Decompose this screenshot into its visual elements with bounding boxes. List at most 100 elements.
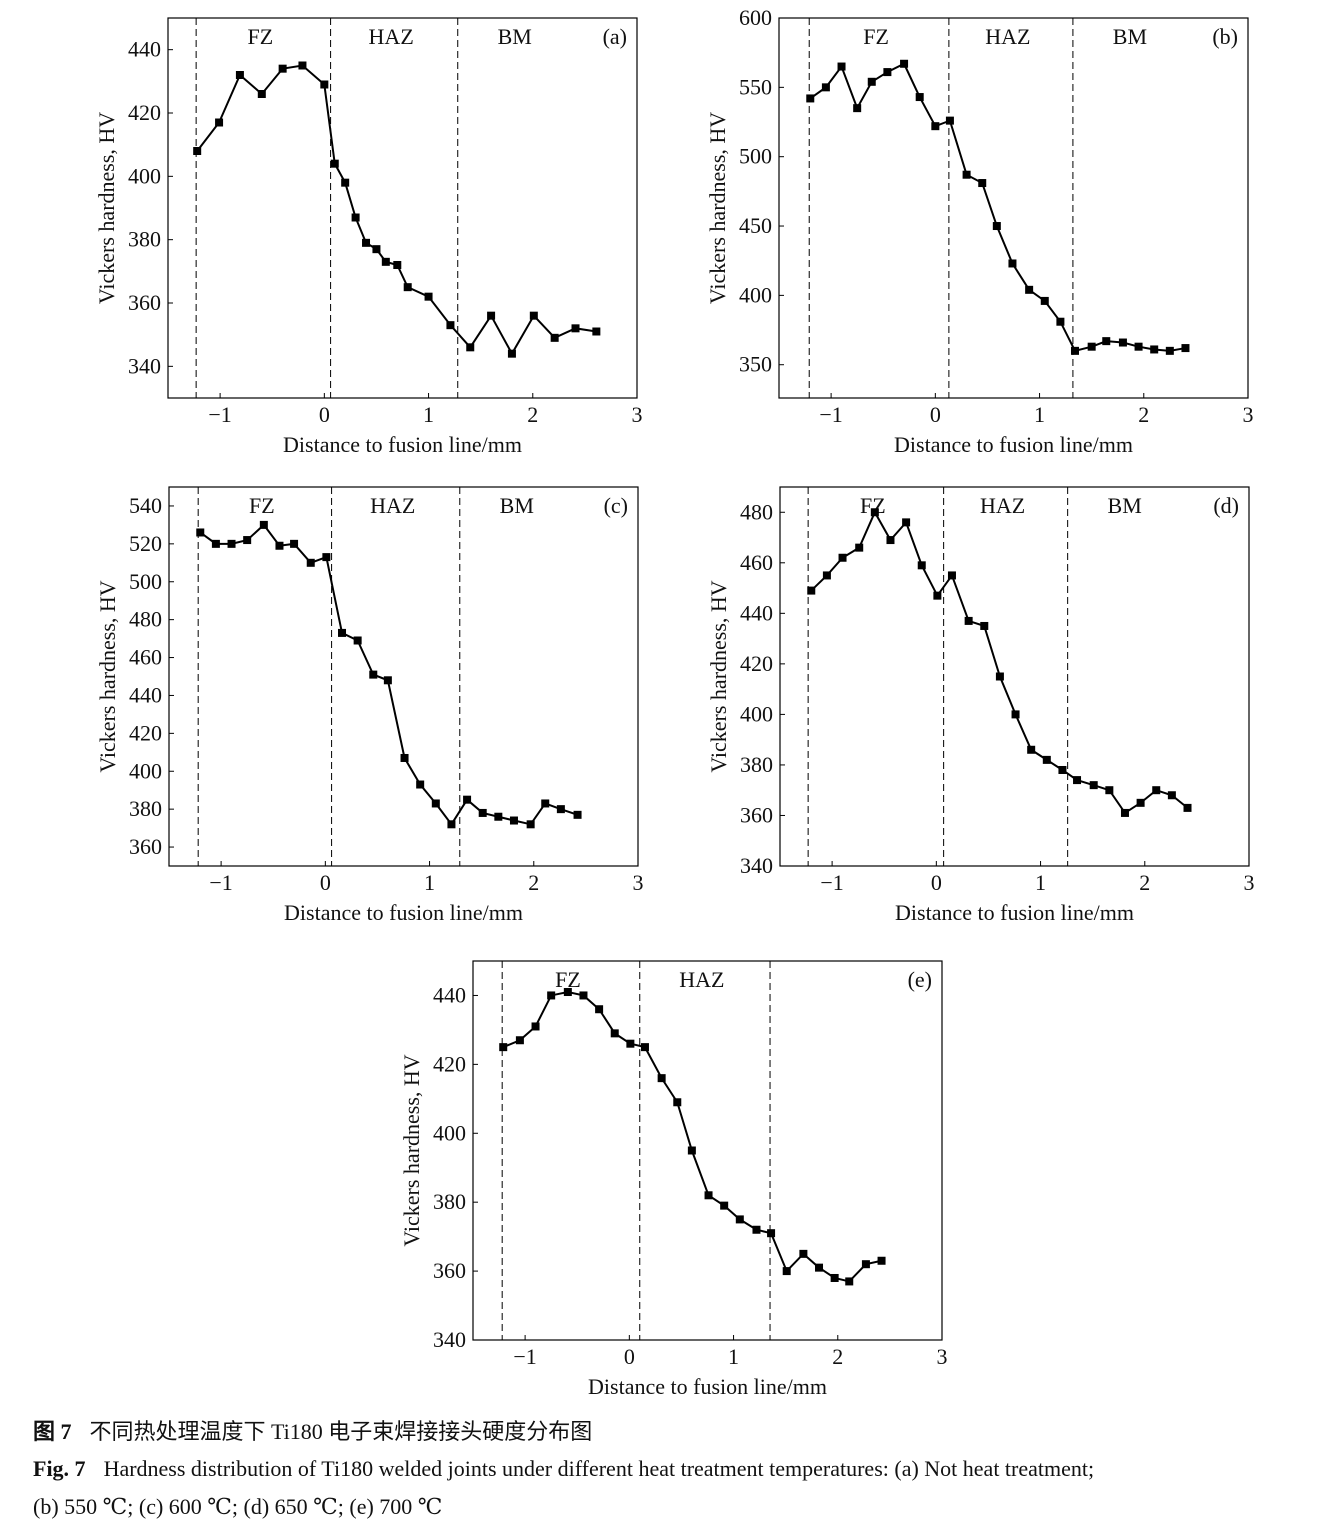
y-tick-label: 540	[129, 493, 162, 518]
y-tick-label: 400	[128, 163, 161, 188]
data-point	[1008, 259, 1017, 268]
y-tick-label: 440	[740, 600, 773, 625]
y-tick-label: 340	[128, 353, 161, 378]
zone-label-haz: HAZ	[369, 24, 414, 49]
data-point	[1183, 803, 1192, 812]
data-point	[526, 820, 535, 829]
y-tick-label: 380	[740, 752, 773, 777]
x-tick-label: 1	[423, 402, 434, 427]
x-tick-label: 0	[320, 870, 331, 895]
x-tick-label: −1	[819, 402, 842, 427]
data-point	[306, 558, 315, 567]
x-tick-label: 3	[632, 402, 643, 427]
y-axis-label: Vickers hardness, HV	[94, 112, 119, 304]
x-tick-label: 1	[424, 870, 435, 895]
data-point	[1087, 342, 1096, 351]
data-point	[507, 349, 516, 358]
data-point	[1058, 765, 1067, 774]
data-point	[845, 1277, 854, 1286]
data-point	[400, 753, 409, 762]
data-point	[372, 245, 381, 254]
data-point	[322, 553, 331, 562]
data-point	[735, 1215, 744, 1224]
y-tick-label: 420	[433, 1051, 466, 1076]
x-tick-label: 3	[937, 1344, 948, 1369]
data-point	[463, 795, 472, 804]
data-point	[579, 991, 588, 1000]
data-point	[915, 93, 924, 102]
y-tick-label: 500	[129, 569, 162, 594]
y-tick-label: 380	[433, 1189, 466, 1214]
data-point	[822, 571, 831, 580]
data-point	[1040, 296, 1049, 305]
y-tick-label: 380	[129, 796, 162, 821]
hardness-line	[502, 990, 882, 1283]
chart-panel-e: −1 0 1 2 3 340 360 380 400 420 440 Distance to fusi…	[399, 960, 948, 1399]
y-axis-label: Vickers hardness, HV	[705, 112, 730, 304]
x-axis-label: Distance to fusion line/mm	[894, 432, 1133, 457]
data-point	[592, 327, 601, 336]
x-tick-label: 3	[633, 870, 644, 895]
x-axis-label: Distance to fusion line/mm	[284, 900, 523, 925]
x-tick-label: 0	[931, 870, 942, 895]
data-point	[447, 820, 456, 829]
data-point	[243, 536, 252, 545]
y-tick-label: 420	[129, 720, 162, 745]
y-tick-label: 350	[739, 352, 772, 377]
data-point	[515, 1036, 524, 1045]
y-tick-label: 340	[433, 1327, 466, 1352]
y-tick-label: 440	[433, 982, 466, 1007]
data-point	[278, 64, 287, 73]
x-tick-label: 1	[1034, 402, 1045, 427]
data-point	[640, 1043, 649, 1052]
x-axis-label: Distance to fusion line/mm	[283, 432, 522, 457]
data-point	[424, 292, 433, 301]
caption-cn: 图 7 不同热处理温度下 Ti180 电子束焊接接头硬度分布图	[33, 1414, 592, 1446]
caption-cn-text: 不同热处理温度下 Ti180 电子束焊接接头硬度分布图	[89, 1419, 593, 1444]
y-tick-label: 400	[739, 282, 772, 307]
zone-label-fz: FZ	[555, 967, 581, 992]
data-point	[215, 118, 224, 127]
x-tick-label: 2	[528, 870, 539, 895]
caption-en-text-2: (b) 550 ℃; (c) 600 ℃; (d) 650 ℃; (e) 700…	[33, 1494, 443, 1519]
y-tick-label: 460	[129, 645, 162, 670]
zone-label-fz: FZ	[249, 493, 275, 518]
data-point	[341, 178, 350, 187]
data-point	[499, 1043, 508, 1052]
data-point	[1165, 346, 1174, 355]
panel-label: (c)	[604, 493, 628, 518]
caption-en-2: (b) 550 ℃; (c) 600 ℃; (d) 650 ℃; (e) 700…	[33, 1494, 442, 1520]
data-point	[531, 1022, 540, 1031]
caption-en: Fig. 7 Hardness distribution of Ti180 wel…	[33, 1456, 1094, 1482]
data-point	[353, 636, 362, 645]
x-tick-label: 2	[832, 1344, 843, 1369]
data-point	[1181, 344, 1190, 353]
data-point	[196, 528, 205, 537]
data-point	[478, 808, 487, 817]
data-point	[1042, 755, 1051, 764]
data-point	[1027, 745, 1036, 754]
data-point	[487, 311, 496, 320]
data-point	[556, 805, 565, 814]
data-point	[235, 71, 244, 79]
data-point	[541, 799, 550, 808]
panel-label: (e)	[908, 967, 932, 992]
data-point	[1070, 346, 1079, 355]
data-point	[900, 59, 909, 68]
data-point	[393, 261, 402, 269]
data-point	[902, 518, 911, 527]
figure: −1 0 1 2 3 340 360 380 400 420 440 Distance to fusi…	[94, 5, 1255, 1399]
data-point	[571, 324, 580, 333]
zone-label-bm: BM	[1113, 24, 1147, 49]
data-point	[853, 104, 862, 113]
x-tick-label: 2	[527, 402, 538, 427]
x-tick-label: 3	[1243, 402, 1254, 427]
y-tick-label: 440	[128, 37, 161, 62]
data-point	[870, 508, 879, 517]
data-point	[290, 539, 299, 548]
hardness-line	[810, 510, 1189, 815]
data-point	[964, 616, 973, 625]
y-tick-label: 550	[739, 74, 772, 99]
data-point	[838, 553, 847, 562]
caption-en-label: Fig. 7	[33, 1456, 86, 1481]
